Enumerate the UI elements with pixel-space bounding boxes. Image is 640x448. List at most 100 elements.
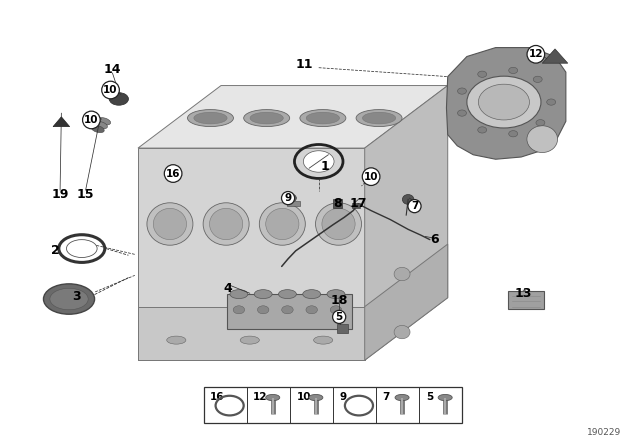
Ellipse shape — [362, 112, 396, 124]
Ellipse shape — [394, 325, 410, 339]
Text: 10: 10 — [103, 85, 118, 95]
Circle shape — [509, 131, 518, 137]
Ellipse shape — [67, 240, 97, 258]
Ellipse shape — [109, 93, 129, 105]
Polygon shape — [447, 47, 566, 159]
Ellipse shape — [167, 336, 186, 344]
Ellipse shape — [95, 121, 108, 129]
Ellipse shape — [244, 110, 290, 126]
Text: 2: 2 — [51, 244, 60, 257]
Polygon shape — [542, 49, 568, 63]
Circle shape — [536, 120, 545, 126]
Bar — [204, 387, 463, 423]
Bar — [352, 203, 360, 208]
Ellipse shape — [278, 290, 296, 298]
Text: 10: 10 — [84, 115, 99, 125]
Text: 7: 7 — [383, 392, 390, 402]
Polygon shape — [365, 244, 448, 360]
Circle shape — [478, 84, 529, 120]
Ellipse shape — [209, 208, 243, 240]
Bar — [337, 323, 348, 333]
Ellipse shape — [303, 290, 321, 298]
Circle shape — [306, 306, 317, 314]
Text: 17: 17 — [349, 198, 367, 211]
Ellipse shape — [322, 208, 355, 240]
Ellipse shape — [240, 336, 259, 344]
Text: 6: 6 — [431, 233, 439, 246]
Ellipse shape — [394, 267, 410, 281]
Text: 16: 16 — [210, 392, 225, 402]
Ellipse shape — [98, 118, 111, 125]
Bar — [287, 201, 300, 206]
Ellipse shape — [188, 110, 234, 126]
Ellipse shape — [147, 203, 193, 245]
Ellipse shape — [230, 290, 248, 298]
Circle shape — [282, 306, 293, 314]
Circle shape — [509, 67, 518, 73]
Circle shape — [547, 99, 556, 105]
Polygon shape — [365, 86, 448, 360]
Text: 16: 16 — [166, 168, 180, 179]
Text: 9: 9 — [285, 193, 292, 203]
Text: 5: 5 — [335, 312, 343, 322]
Ellipse shape — [395, 394, 409, 401]
Circle shape — [533, 76, 542, 82]
Text: 15: 15 — [77, 189, 94, 202]
Ellipse shape — [356, 110, 402, 126]
Ellipse shape — [44, 284, 95, 314]
Circle shape — [257, 306, 269, 314]
Ellipse shape — [316, 203, 362, 245]
Ellipse shape — [300, 110, 346, 126]
Text: 1: 1 — [321, 160, 330, 173]
Text: 12: 12 — [253, 392, 268, 402]
Circle shape — [477, 71, 486, 78]
Polygon shape — [138, 86, 448, 148]
Text: 19: 19 — [51, 189, 68, 202]
Ellipse shape — [403, 194, 414, 204]
Polygon shape — [138, 306, 365, 360]
Circle shape — [330, 306, 342, 314]
Circle shape — [477, 127, 486, 133]
Ellipse shape — [203, 203, 249, 245]
Text: 11: 11 — [295, 58, 313, 71]
Ellipse shape — [309, 394, 323, 401]
Text: 14: 14 — [104, 64, 121, 77]
Polygon shape — [53, 117, 70, 127]
Circle shape — [467, 76, 541, 128]
Circle shape — [303, 151, 334, 172]
Bar — [333, 199, 342, 208]
Text: 7: 7 — [411, 201, 418, 211]
Circle shape — [458, 110, 467, 116]
Ellipse shape — [327, 290, 345, 298]
Bar — [508, 291, 543, 309]
Text: 13: 13 — [515, 287, 532, 300]
Text: 190229: 190229 — [587, 428, 621, 438]
Circle shape — [458, 88, 467, 94]
Bar — [227, 294, 352, 329]
Ellipse shape — [92, 125, 104, 133]
Ellipse shape — [259, 203, 305, 245]
Ellipse shape — [154, 208, 186, 240]
Ellipse shape — [50, 289, 88, 310]
Ellipse shape — [438, 394, 452, 401]
Ellipse shape — [266, 394, 280, 401]
Text: 4: 4 — [223, 282, 232, 295]
Ellipse shape — [266, 208, 299, 240]
Ellipse shape — [307, 112, 339, 124]
Polygon shape — [138, 148, 365, 360]
Text: 10: 10 — [364, 172, 378, 181]
Text: 9: 9 — [339, 392, 347, 402]
Text: 3: 3 — [72, 290, 81, 303]
Ellipse shape — [194, 112, 227, 124]
Ellipse shape — [314, 336, 333, 344]
Ellipse shape — [254, 290, 272, 298]
Circle shape — [233, 306, 244, 314]
Bar — [168, 168, 179, 178]
Text: 8: 8 — [333, 198, 342, 211]
Text: 10: 10 — [296, 392, 311, 402]
Text: 18: 18 — [330, 294, 348, 307]
Ellipse shape — [250, 112, 284, 124]
Text: 12: 12 — [529, 49, 543, 59]
Ellipse shape — [286, 194, 296, 202]
Ellipse shape — [527, 126, 557, 152]
